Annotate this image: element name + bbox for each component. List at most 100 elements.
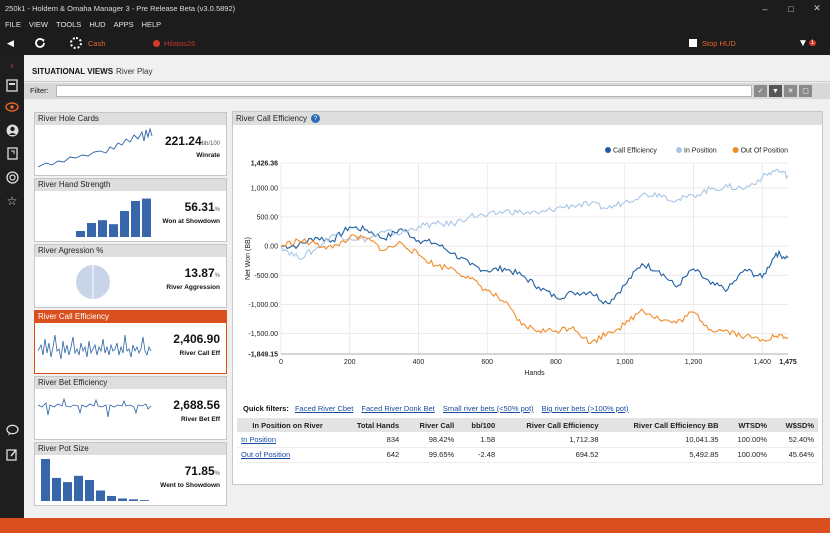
went-to-showdown-label: Went to Showdown — [160, 482, 220, 489]
chat-icon[interactable] — [0, 420, 24, 440]
y-tick-label: 0.00 — [264, 244, 278, 251]
mini-bar — [63, 482, 72, 501]
mini-bar — [87, 223, 96, 237]
panel-river-aggression[interactable]: River Agression % 13.87% River Aggressio… — [34, 244, 227, 308]
player-selector[interactable]: Hilatos26 — [153, 31, 195, 55]
filter-funnel-icon[interactable]: ▼ — [769, 85, 782, 97]
panel-river-call-efficiency[interactable]: River Call Efficiency 2,406.90 River Cal… — [34, 310, 227, 374]
filter-input[interactable] — [56, 85, 752, 97]
menu-bar: FILE VIEW TOOLS HUD APPS HELP — [0, 17, 830, 31]
hand-strength-bar-chart — [76, 198, 151, 237]
menu-file[interactable]: FILE — [5, 19, 21, 29]
column-header[interactable]: River Call Efficiency BB — [602, 418, 723, 432]
mini-bar — [118, 498, 127, 501]
cash-button[interactable]: Cash — [70, 31, 106, 55]
menu-apps[interactable]: APPS — [113, 19, 134, 29]
column-header[interactable]: River Call Efficiency — [499, 418, 603, 432]
mini-bar — [76, 231, 85, 237]
y-tick-label: 500.00 — [257, 215, 279, 222]
menu-help[interactable]: HELP — [141, 19, 162, 29]
call-efficiency-value: 2,406.90 — [173, 332, 220, 346]
expand-chevron-icon[interactable]: › — [10, 60, 14, 70]
back-icon[interactable]: ◀ — [7, 37, 14, 48]
views-eye-icon[interactable] — [0, 97, 24, 117]
stop-hud-checkbox[interactable] — [689, 39, 697, 47]
table-cell: 45.64% — [771, 447, 818, 463]
filter-row: Filter: ✓ ▼ ✕ ▢ — [24, 83, 830, 99]
panel-river-hand-strength[interactable]: River Hand Strength 56.31% Won at Showdo… — [34, 178, 227, 242]
close-button[interactable]: ✕ — [813, 3, 821, 13]
row-link-out-of-position[interactable]: Out of Position — [237, 447, 339, 463]
edit-note-icon[interactable] — [0, 444, 24, 464]
table-cell: 100.00% — [722, 447, 772, 463]
range-icon[interactable] — [0, 167, 24, 187]
table-cell: 99.65% — [403, 447, 459, 463]
page-title: SITUATIONAL VIEWS River Play — [32, 67, 153, 76]
save-filter-icon[interactable]: ▢ — [799, 85, 812, 97]
window-title: 250k1 - Holdem & Omaha Manager 3 - Pre R… — [5, 4, 236, 13]
x-tick-label: 400 — [413, 359, 425, 366]
mini-bar — [129, 499, 138, 501]
notes-icon[interactable] — [0, 143, 24, 163]
menu-view[interactable]: VIEW — [28, 19, 49, 29]
call-efficiency-label: River Call Eff — [179, 350, 220, 357]
x-axis-label: Hands — [524, 370, 545, 377]
menu-tools[interactable]: TOOLS — [56, 19, 82, 29]
column-header[interactable]: River Call — [403, 418, 459, 432]
reports-icon[interactable] — [0, 75, 24, 95]
clear-filter-icon[interactable]: ✕ — [784, 85, 797, 97]
table-row[interactable]: In Position 834 98.42% 1.58 1,712.38 10,… — [237, 432, 818, 448]
quick-filter-small-bets[interactable]: Small river bets (<50% pot) — [442, 404, 534, 413]
maximize-button[interactable]: □ — [788, 3, 794, 14]
quick-filter-faced-donk-bet[interactable]: Faced River Donk Bet — [361, 404, 435, 413]
help-icon[interactable]: ? — [310, 114, 320, 123]
refresh-icon[interactable] — [33, 31, 47, 55]
column-header[interactable]: W$SD% — [771, 418, 818, 432]
row-link-in-position[interactable]: In Position — [237, 432, 339, 448]
panel-river-hole-cards[interactable]: River Hole Cards 221.24bb/100 Winrate — [34, 112, 227, 176]
favorites-star-icon[interactable]: ☆ — [6, 194, 18, 208]
panel-river-pot-size[interactable]: River Pot Size 71.85% Went to Showdown — [34, 442, 227, 506]
column-header[interactable]: bb/100 — [458, 418, 500, 432]
column-header[interactable]: In Position on River — [237, 418, 339, 432]
page-subtitle: River Play — [116, 67, 153, 76]
table-cell: 98.42% — [403, 432, 459, 448]
series-line-out-of-position — [280, 233, 789, 345]
y-tick-label: -1,500.00 — [248, 331, 278, 338]
pot-size-bar-chart — [41, 459, 149, 501]
table-cell: 694.52 — [499, 447, 603, 463]
net-won-line-chart: 0 200 400 600 800 1,000 1,200 1,400 1,475 1,426.3… — [245, 147, 797, 377]
player-profile-icon[interactable] — [0, 120, 24, 140]
panel-title: River Bet Efficiency — [35, 377, 226, 389]
panel-title: River Pot Size — [35, 443, 226, 455]
winrate-label: Winrate — [196, 152, 220, 159]
quick-filter-faced-cbet[interactable]: Faced River Cbet — [294, 404, 354, 413]
left-sidebar: › ☆ — [0, 55, 24, 518]
menu-hud[interactable]: HUD — [89, 19, 106, 29]
x-tick-label: 800 — [550, 359, 562, 366]
aggression-pie-chart — [76, 265, 110, 299]
mini-bar — [98, 220, 107, 237]
stop-hud-button[interactable]: Stop HUD — [689, 31, 736, 55]
winrate-sparkline — [38, 127, 153, 168]
quick-filter-big-bets[interactable]: Big river bets (>100% pot) — [541, 404, 629, 413]
minimize-button[interactable]: – — [762, 3, 768, 14]
apply-filter-check-icon[interactable]: ✓ — [754, 85, 767, 97]
y-tick-label: 1,426.36 — [251, 161, 278, 168]
table-cell: 1.58 — [458, 432, 500, 448]
panel-river-bet-efficiency[interactable]: River Bet Efficiency 2,688.56 River Bet … — [34, 376, 227, 440]
mini-bar — [52, 477, 61, 501]
filter-count-badge: 1 — [808, 40, 817, 46]
filter-toolbar-button[interactable]: ▼ 1 — [798, 31, 817, 55]
series-line-in-position — [280, 168, 789, 261]
mini-bar — [85, 480, 94, 501]
column-header[interactable]: WTSD% — [722, 418, 772, 432]
column-header[interactable]: Total Hands — [338, 418, 404, 432]
table-row[interactable]: Out of Position 642 99.65% -2.48 694.52 … — [237, 447, 818, 463]
table-cell: 1,712.38 — [499, 432, 603, 448]
aggression-label: River Aggression — [166, 284, 220, 291]
legend-marker — [732, 147, 739, 153]
table-cell: 100.00% — [722, 432, 772, 448]
mini-bar — [140, 500, 149, 501]
chart-panel-header: River Call Efficiency? — [233, 112, 822, 125]
